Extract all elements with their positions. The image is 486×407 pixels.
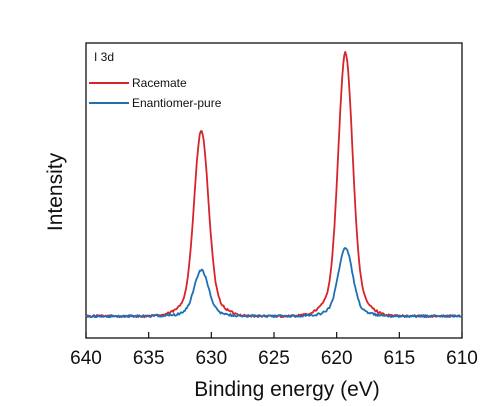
- x-tick-label-635: 635: [133, 348, 165, 369]
- x-tick-label-630: 630: [195, 348, 227, 369]
- x-tick-label-610: 610: [446, 348, 478, 369]
- x-axis-ticks: 640 635 630 625 620 615 610: [70, 332, 478, 369]
- series-line-racemate: [85, 51, 463, 319]
- panel-label: I 3d: [94, 50, 114, 64]
- x-axis-label: Binding energy (eV): [194, 378, 380, 401]
- series-line-enantiomer-pure: [85, 246, 463, 319]
- y-axis-label: Intensity: [44, 152, 67, 231]
- x-tick-label-640: 640: [70, 348, 102, 369]
- series-layer: [85, 51, 463, 319]
- x-tick-label-620: 620: [321, 348, 353, 369]
- legend-label-enantiomer-pure: Enantiomer-pure: [132, 96, 222, 110]
- x-tick-label-615: 615: [383, 348, 415, 369]
- x-tick-label-625: 625: [258, 348, 290, 369]
- legend-label-racemate: Racemate: [132, 76, 187, 90]
